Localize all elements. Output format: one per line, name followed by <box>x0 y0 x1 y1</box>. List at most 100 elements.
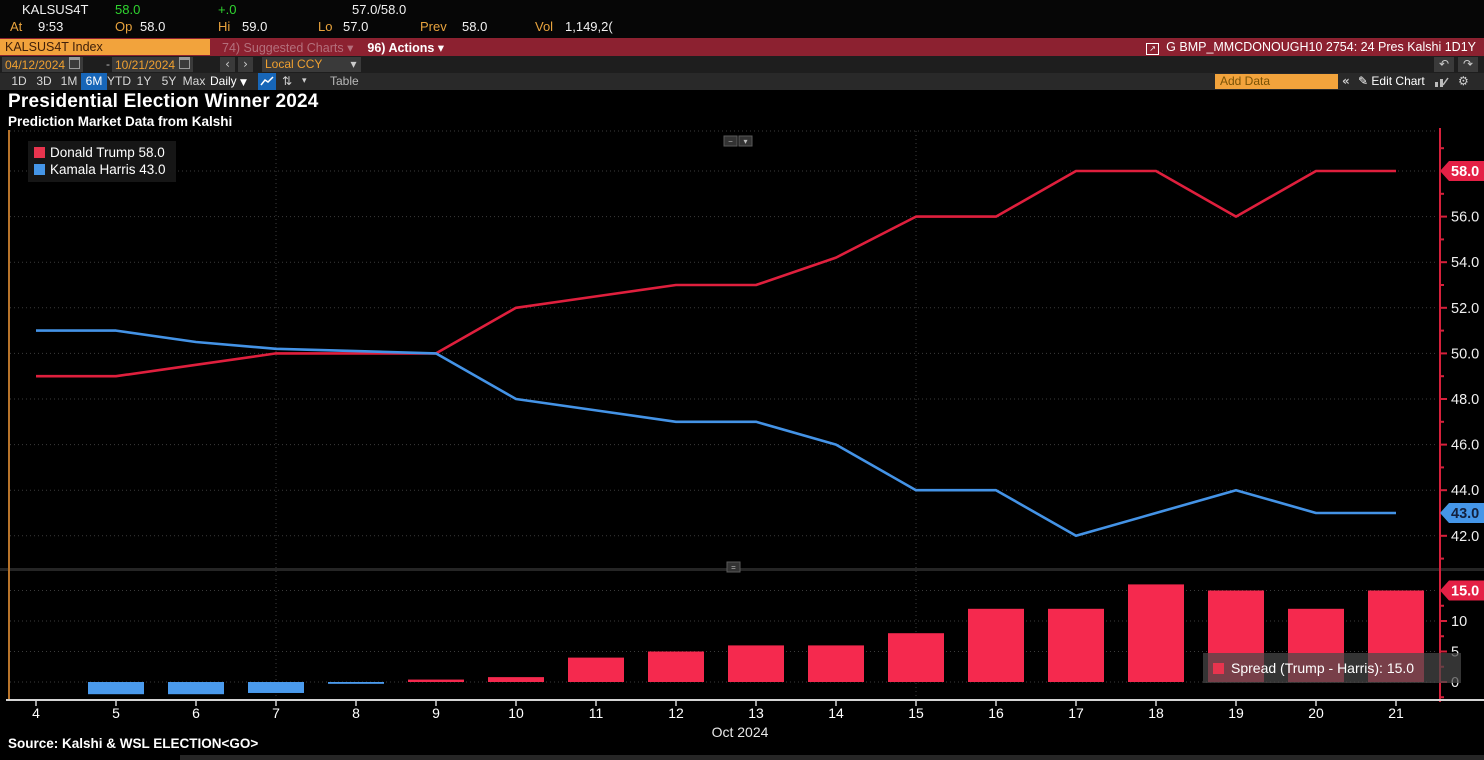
edit-chart-button[interactable]: ✎ Edit Chart <box>1358 74 1425 88</box>
range-tab-1m[interactable]: 1M <box>60 74 78 88</box>
panel-menu-control[interactable] <box>738 135 753 147</box>
harris-price-tag: 43.0 <box>1451 506 1479 522</box>
price-chart[interactable]: 42.0 44.0 46.0 48.0 50.0 52.0 54.0 56.0 58.0 0 5 10… <box>0 90 1484 760</box>
trump-swatch-icon <box>34 147 45 158</box>
trump-line <box>36 169 1396 378</box>
undo-button[interactable]: ↶ <box>1434 57 1454 72</box>
date-from-input[interactable]: 04/12/2024 <box>2 57 84 72</box>
spread-bar <box>648 651 704 682</box>
prev-period-button[interactable]: ‹ <box>220 57 235 72</box>
ticker-symbol: KALSUS4T <box>22 2 89 17</box>
volume-label: Vol <box>535 19 554 34</box>
redo-button[interactable]: ↷ <box>1458 57 1478 72</box>
suggested-charts-menu[interactable]: 74) Suggested Charts ▾ <box>222 39 354 55</box>
source-note: Source: Kalshi & WSL ELECTION<GO> <box>8 736 259 751</box>
x-axis-label: 17 <box>1068 705 1084 721</box>
period-select[interactable]: Daily ▼ <box>210 74 247 88</box>
spread-bar <box>888 633 944 682</box>
panel-minimize-control[interactable] <box>723 135 738 147</box>
x-axis-label: 7 <box>272 705 280 721</box>
panel-divider-handle-glyph: = <box>731 563 736 572</box>
y-axis-label: 54.0 <box>1451 255 1479 271</box>
panel-divider <box>0 568 1484 571</box>
panel-divider-handle[interactable] <box>726 561 741 573</box>
x-axis-label: 4 <box>32 705 40 721</box>
chart-subtitle: Prediction Market Data from Kalshi <box>8 114 233 129</box>
high-value: 59.0 <box>242 19 268 34</box>
harris-line <box>36 329 1396 538</box>
range-tab-1y[interactable]: 1Y <box>136 74 152 88</box>
prev-label: Prev <box>420 19 447 34</box>
at-label: At <box>10 19 23 34</box>
low-label: Lo <box>318 19 333 34</box>
window-bottom-edge <box>180 755 1484 760</box>
spread-bar <box>408 679 464 682</box>
currency-select[interactable]: Local CCY <box>262 57 348 72</box>
ticker-row-2: At 9:53 Op 58.0 Hi 59.0 Lo 57.0 Prev 58.… <box>0 19 1484 36</box>
y-axis-label: 0 <box>1451 675 1459 691</box>
spread-bar <box>168 682 224 695</box>
y-axis-label: 52.0 <box>1451 301 1479 317</box>
chart-panel[interactable]: 42.0 44.0 46.0 48.0 50.0 52.0 54.0 56.0 58.0 0 5 10… <box>0 90 1484 760</box>
spread-legend[interactable]: Spread (Trump - Harris): 15.0 <box>1203 653 1461 683</box>
toolbar-chart-controls: 1D 3D 1M 6M YTD 1Y 5Y Max Daily ▼ ⇅ ▾ Table Add… <box>0 73 1484 90</box>
export-icon: ↗ <box>1146 42 1160 55</box>
actions-menu[interactable]: 96) Actions ▾ <box>367 39 445 55</box>
chart-settings-icon[interactable] <box>1434 73 1449 90</box>
y-axis-label: 44.0 <box>1451 483 1479 499</box>
x-axis-label: 14 <box>828 705 844 721</box>
open-value: 58.0 <box>140 19 166 34</box>
sort-icon[interactable]: ⇅ <box>282 74 293 88</box>
range-tab-ytd[interactable]: YTD <box>107 74 131 88</box>
line-chart-icon <box>260 76 274 86</box>
line-chart-type-button[interactable] <box>258 73 276 90</box>
date-to-input[interactable]: 10/21/2024 <box>112 57 194 72</box>
x-axis-label: 16 <box>988 705 1004 721</box>
range-tab-1d[interactable]: 1D <box>11 74 27 88</box>
y-axis-label: 50.0 <box>1451 346 1479 362</box>
collapse-icon[interactable]: « <box>1342 74 1350 88</box>
high-label: Hi <box>218 19 231 34</box>
legend-item-trump[interactable]: Donald Trump 58.0 <box>34 144 166 161</box>
range-tab-5y[interactable]: 5Y <box>161 74 177 88</box>
x-axis-label: 20 <box>1308 705 1324 721</box>
at-value: 9:53 <box>38 19 64 34</box>
y-axis-label: 5 <box>1451 645 1459 661</box>
calendar-icon[interactable] <box>69 57 81 69</box>
chart-style-caret-icon[interactable]: ▾ <box>302 76 307 86</box>
workspace-tag[interactable]: ↗ G BMP_MMCDONOUGH10 2754: 24 Pres Kalshi… <box>1146 40 1476 55</box>
currency-caret-icon[interactable]: ▾ <box>346 57 361 72</box>
range-tab-max[interactable]: Max <box>182 74 206 88</box>
chart-legend[interactable]: Donald Trump 58.0 Kamala Harris 43.0 <box>28 141 176 182</box>
calendar-icon[interactable] <box>179 57 191 69</box>
spread-bar <box>568 657 624 682</box>
open-label: Op <box>115 19 133 34</box>
y-axis-label: 56.0 <box>1451 210 1479 226</box>
x-axis-label: 19 <box>1228 705 1244 721</box>
x-axis-label: 13 <box>748 705 764 721</box>
trump-price-tag-pointer <box>1440 161 1484 181</box>
security-field[interactable]: KALSUS4T Index <box>0 39 210 55</box>
range-tab-6m[interactable]: 6M <box>81 73 107 90</box>
spread-bar <box>328 682 384 684</box>
price-change: +.0 <box>218 2 237 17</box>
spread-price-tag: 15.0 <box>1451 584 1479 600</box>
x-axis-label: 21 <box>1388 705 1404 721</box>
x-axis-label: 15 <box>908 705 924 721</box>
table-button[interactable]: Table <box>330 74 359 88</box>
x-axis-label: 5 <box>112 705 120 721</box>
spread-bar <box>728 645 784 682</box>
low-value: 57.0 <box>343 19 369 34</box>
gear-icon[interactable]: ⚙ <box>1458 74 1469 88</box>
range-tab-3d[interactable]: 3D <box>36 74 52 88</box>
legend-item-harris[interactable]: Kamala Harris 43.0 <box>34 161 166 178</box>
harris-swatch-icon <box>34 164 45 175</box>
x-axis-label: 12 <box>668 705 684 721</box>
spread-swatch-icon <box>1213 662 1224 674</box>
trump-price-tag: 58.0 <box>1451 164 1479 180</box>
next-period-button[interactable]: › <box>238 57 253 72</box>
x-axis-month-label: Oct 2024 <box>712 724 769 740</box>
add-data-input[interactable]: Add Data <box>1215 74 1338 89</box>
y-axis-label: 42.0 <box>1451 529 1479 545</box>
